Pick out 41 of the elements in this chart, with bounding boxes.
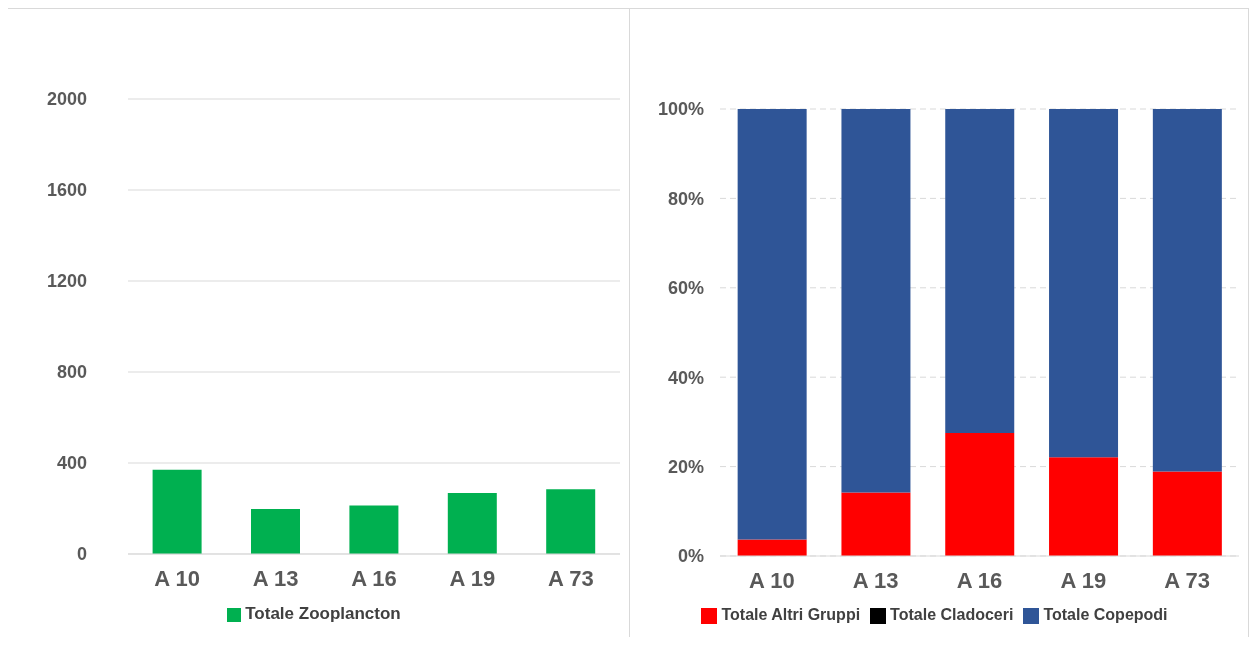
legend-label: Totale Cladoceri [890,606,1014,623]
x-tick-label: A 19 [1060,567,1107,593]
y-tick-label: 20% [667,456,704,477]
bar [737,539,807,556]
bar [945,109,1015,434]
y-tick-label: 800 [56,362,87,383]
y-tick-label: 100% [657,99,704,120]
y-tick-label: 0% [677,546,704,567]
bar [1049,109,1119,458]
y-tick-label: 80% [667,188,704,209]
bar [1152,471,1222,556]
y-tick-label: 40% [667,367,704,388]
y-tick-label: 400 [56,453,87,474]
x-tick-label: A 16 [351,565,397,591]
bar [447,493,497,554]
bar [152,469,202,554]
bar [737,109,807,540]
bar [1049,457,1119,556]
x-tick-label: A 19 [449,565,496,591]
bar [349,505,399,554]
y-tick-label: 1200 [46,271,87,292]
x-tick-label: A 13 [252,565,299,591]
legend-label: Totale Altri Gruppi [721,606,861,623]
y-tick-label: 60% [667,278,704,299]
legend-label: Totale Zooplancton [245,604,401,623]
bar [841,492,911,556]
bar [251,508,300,554]
x-tick-label: A 13 [852,567,899,593]
bar [841,109,911,493]
y-tick-label: 0 [76,544,87,565]
x-tick-label: A 10 [154,565,201,591]
x-tick-label: A 73 [547,565,594,591]
x-tick-label: A 10 [749,567,795,593]
y-tick-label: 1600 [46,180,87,201]
bar [1152,109,1222,472]
legend-label: Totale Copepodi [1043,606,1168,623]
x-tick-label: A 73 [1164,567,1210,593]
bar [945,433,1015,556]
y-tick-label: 2000 [46,89,87,110]
bar [546,489,596,554]
x-tick-label: A 16 [956,567,1003,593]
